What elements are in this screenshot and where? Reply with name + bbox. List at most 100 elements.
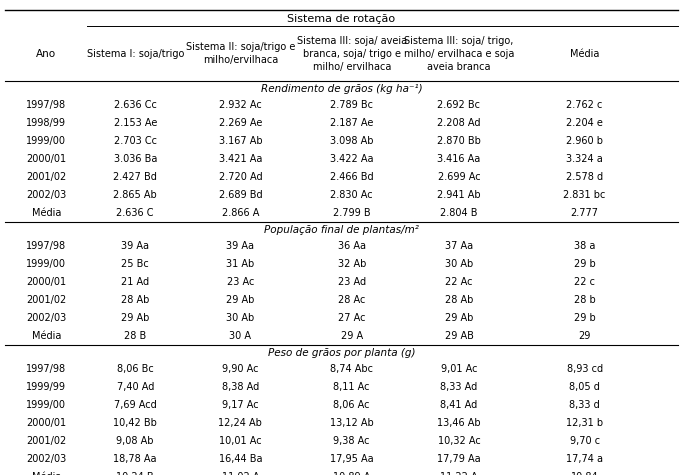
Text: 2000/01: 2000/01 — [27, 154, 66, 164]
Text: 3.422 Aa: 3.422 Aa — [330, 154, 374, 164]
Text: 2002/03: 2002/03 — [27, 190, 66, 200]
Text: 23 Ad: 23 Ad — [337, 277, 366, 287]
Text: 1999/00: 1999/00 — [27, 400, 66, 410]
Text: 23 Ac: 23 Ac — [227, 277, 254, 287]
Text: 1999/99: 1999/99 — [27, 382, 66, 392]
Text: milho/ ervilhaca e soja: milho/ ervilhaca e soja — [404, 49, 514, 59]
Text: 3.416 Aa: 3.416 Aa — [437, 154, 481, 164]
Text: 2.153 Ae: 2.153 Ae — [113, 118, 157, 128]
Text: milho/ervilhaca: milho/ervilhaca — [203, 56, 278, 66]
Text: 10,24 B: 10,24 B — [116, 473, 154, 475]
Text: 39 Aa: 39 Aa — [227, 241, 254, 251]
Text: 28 B: 28 B — [124, 332, 146, 342]
Text: 12,31 b: 12,31 b — [566, 418, 603, 428]
Text: 1999/00: 1999/00 — [27, 136, 66, 146]
Text: 22 c: 22 c — [574, 277, 595, 287]
Text: aveia branca: aveia branca — [428, 62, 490, 72]
Text: 28 Ab: 28 Ab — [445, 295, 473, 305]
Text: Média: Média — [31, 332, 61, 342]
Text: Peso de grãos por planta (g): Peso de grãos por planta (g) — [268, 348, 415, 358]
Text: 8,06 Ac: 8,06 Ac — [333, 400, 370, 410]
Text: 2.204 e: 2.204 e — [566, 118, 603, 128]
Text: Rendimento de grãos (kg ha⁻¹): Rendimento de grãos (kg ha⁻¹) — [261, 84, 422, 94]
Text: 18,78 Aa: 18,78 Aa — [113, 455, 157, 465]
Text: 8,33 Ad: 8,33 Ad — [441, 382, 477, 392]
Text: 9,08 Ab: 9,08 Ab — [117, 437, 154, 446]
Text: 2.866 A: 2.866 A — [222, 209, 259, 218]
Text: 9,17 Ac: 9,17 Ac — [222, 400, 259, 410]
Text: 2.578 d: 2.578 d — [566, 172, 603, 182]
Text: 10,89 A: 10,89 A — [333, 473, 370, 475]
Text: 30 A: 30 A — [229, 332, 251, 342]
Text: 2.932 Ac: 2.932 Ac — [219, 100, 262, 111]
Text: 8,33 d: 8,33 d — [569, 400, 600, 410]
Text: 3.421 Aa: 3.421 Aa — [219, 154, 262, 164]
Text: 8,38 Ad: 8,38 Ad — [222, 382, 259, 392]
Text: 38 a: 38 a — [574, 241, 596, 251]
Text: 8,06 Bc: 8,06 Bc — [117, 364, 154, 374]
Text: Média: Média — [31, 473, 61, 475]
Text: 8,93 cd: 8,93 cd — [567, 364, 602, 374]
Text: 2.636 Cc: 2.636 Cc — [114, 100, 156, 111]
Text: 2001/02: 2001/02 — [27, 437, 66, 446]
Text: 10,84: 10,84 — [571, 473, 598, 475]
Text: 2.941 Ab: 2.941 Ab — [437, 190, 481, 200]
Text: 2.208 Ad: 2.208 Ad — [437, 118, 481, 128]
Text: 28 Ab: 28 Ab — [121, 295, 150, 305]
Text: 29: 29 — [579, 332, 591, 342]
Text: 29 b: 29 b — [574, 259, 596, 269]
Text: 2002/03: 2002/03 — [27, 314, 66, 323]
Text: 28 b: 28 b — [574, 295, 596, 305]
Text: Sistema I: soja/trigo: Sistema I: soja/trigo — [87, 49, 184, 59]
Text: 1997/98: 1997/98 — [27, 100, 66, 111]
Text: 10,01 Ac: 10,01 Ac — [219, 437, 262, 446]
Text: 29 AB: 29 AB — [445, 332, 473, 342]
Text: 2001/02: 2001/02 — [27, 295, 66, 305]
Text: 2.269 Ae: 2.269 Ae — [219, 118, 262, 128]
Text: milho/ ervilhaca: milho/ ervilhaca — [313, 62, 391, 72]
Text: Sistema II: soja/trigo e: Sistema II: soja/trigo e — [186, 42, 295, 52]
Text: 13,12 Ab: 13,12 Ab — [330, 418, 374, 428]
Text: 2.789 Bc: 2.789 Bc — [331, 100, 373, 111]
Text: 7,69 Acd: 7,69 Acd — [114, 400, 156, 410]
Text: 2.703 Cc: 2.703 Cc — [114, 136, 156, 146]
Text: 2.692 Bc: 2.692 Bc — [438, 100, 480, 111]
Text: 17,95 Aa: 17,95 Aa — [330, 455, 374, 465]
Text: População final de plantas/m²: População final de plantas/m² — [264, 225, 419, 235]
Text: 1999/00: 1999/00 — [27, 259, 66, 269]
Text: 11,22 A: 11,22 A — [440, 473, 478, 475]
Text: 10,42 Bb: 10,42 Bb — [113, 418, 157, 428]
Text: 2.870 Bb: 2.870 Bb — [437, 136, 481, 146]
Text: 17,74 a: 17,74 a — [566, 455, 603, 465]
Text: 9,90 Ac: 9,90 Ac — [222, 364, 259, 374]
Text: 2.830 Ac: 2.830 Ac — [331, 190, 373, 200]
Text: 9,38 Ac: 9,38 Ac — [333, 437, 370, 446]
Text: Sistema III: soja/ trigo,: Sistema III: soja/ trigo, — [404, 36, 514, 46]
Text: Ano: Ano — [36, 49, 57, 59]
Text: 32 Ab: 32 Ab — [337, 259, 366, 269]
Text: 2.777: 2.777 — [571, 209, 598, 218]
Text: 8,41 Ad: 8,41 Ad — [441, 400, 477, 410]
Text: 29 b: 29 b — [574, 314, 596, 323]
Text: 1997/98: 1997/98 — [27, 241, 66, 251]
Text: 12,24 Ab: 12,24 Ab — [219, 418, 262, 428]
Text: 2000/01: 2000/01 — [27, 418, 66, 428]
Text: 7,40 Ad: 7,40 Ad — [117, 382, 154, 392]
Text: 30 Ab: 30 Ab — [445, 259, 473, 269]
Text: 2001/02: 2001/02 — [27, 172, 66, 182]
Text: 2002/03: 2002/03 — [27, 455, 66, 465]
Text: Sistema de rotação: Sistema de rotação — [288, 14, 395, 24]
Text: 9,70 c: 9,70 c — [570, 437, 600, 446]
Text: 22 Ac: 22 Ac — [445, 277, 473, 287]
Text: 3.167 Ab: 3.167 Ab — [219, 136, 262, 146]
Text: 31 Ab: 31 Ab — [226, 259, 255, 269]
Text: 2.636 C: 2.636 C — [117, 209, 154, 218]
Text: 3.098 Ab: 3.098 Ab — [330, 136, 374, 146]
Text: 2000/01: 2000/01 — [27, 277, 66, 287]
Text: 2.720 Ad: 2.720 Ad — [219, 172, 262, 182]
Text: 17,79 Aa: 17,79 Aa — [437, 455, 481, 465]
Text: 29 Ab: 29 Ab — [445, 314, 473, 323]
Text: 37 Aa: 37 Aa — [445, 241, 473, 251]
Text: 11,02 A: 11,02 A — [222, 473, 259, 475]
Text: Sistema III: soja/ aveia: Sistema III: soja/ aveia — [296, 36, 407, 46]
